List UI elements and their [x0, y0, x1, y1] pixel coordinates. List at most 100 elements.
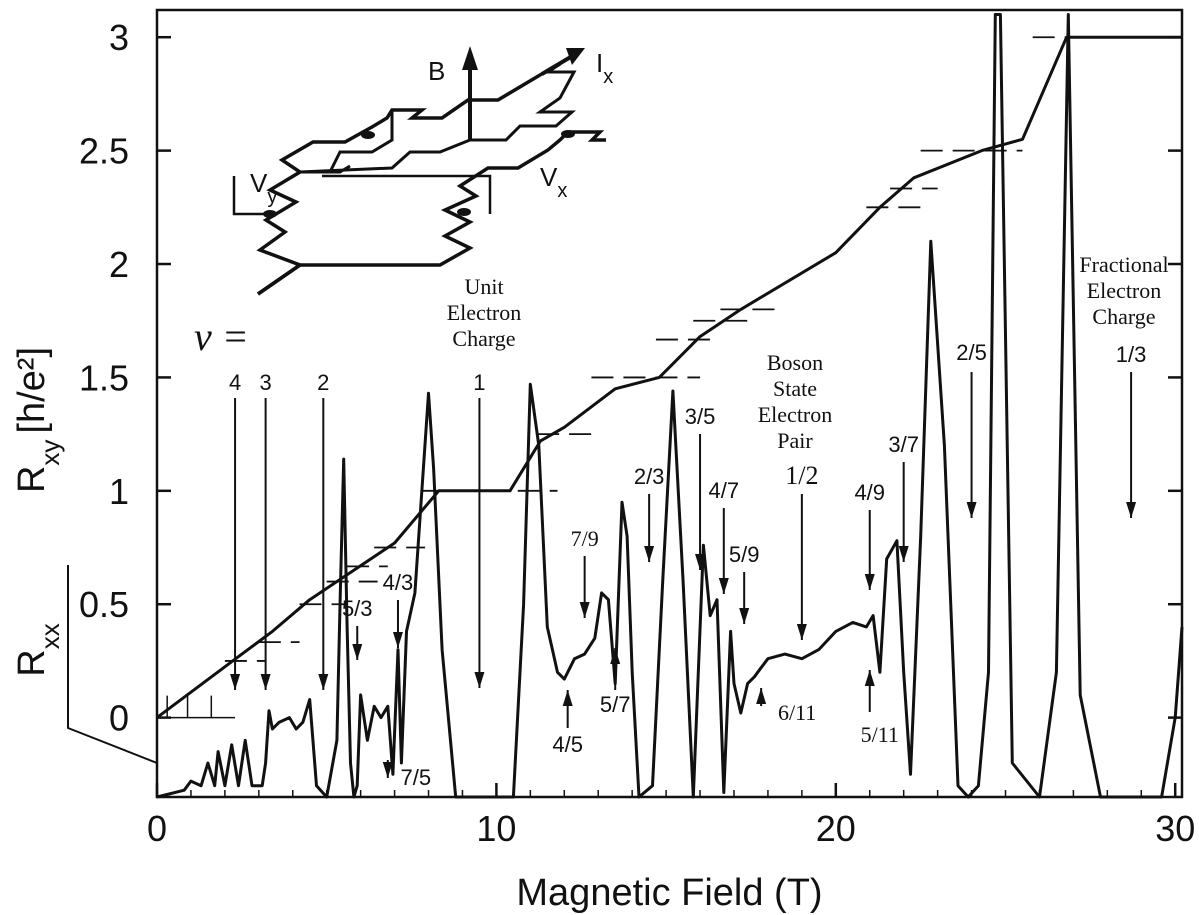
- y2-title-sub: xx: [35, 623, 65, 649]
- label-nu47: 4/7: [709, 478, 740, 503]
- label-nu1: 1: [473, 370, 485, 395]
- label-nu47-arrowhead: [718, 578, 729, 594]
- label-nu23: 2/3: [634, 464, 665, 489]
- series-rxx: [156, 13, 1184, 799]
- inset-label-Vy-sub: y: [267, 186, 277, 208]
- label-nu37-arrowhead: [898, 546, 909, 562]
- inset-B-arrowhead: [462, 46, 478, 70]
- label-nu53-arrowhead: [352, 644, 363, 660]
- label-nu13-arrowhead: [1126, 502, 1137, 518]
- y-axis-secondary-title: Rxx: [11, 623, 65, 676]
- inset-contact: [263, 210, 277, 218]
- label-nu4-arrowhead: [230, 674, 241, 690]
- label-nu43-arrowhead: [392, 632, 403, 648]
- label-nu13: 1/3: [1116, 342, 1147, 367]
- label-nu2-arrowhead: [318, 674, 329, 690]
- y-tick-label: 1: [109, 471, 129, 512]
- x-tick-label: 10: [476, 808, 516, 849]
- boson-state-label-line: State: [773, 376, 817, 401]
- inset-voltage-leads: [232, 174, 492, 216]
- label-nu75: 7/5: [400, 765, 431, 790]
- boson-state-label-line: Boson: [767, 350, 823, 375]
- label-nu35: 3/5: [685, 404, 716, 429]
- y-tick-label: 0.5: [79, 584, 129, 625]
- label-nu57-arrowhead: [610, 648, 621, 664]
- label-nu45-arrowhead: [562, 690, 573, 706]
- label-nu1-arrowhead: [474, 672, 485, 688]
- label-nu25-arrowhead: [966, 502, 977, 518]
- inset-label-Vx-sub: x: [557, 180, 567, 202]
- y-axis-title-sub: xy: [35, 440, 65, 466]
- inset-label-B: B: [428, 56, 445, 86]
- plateau-markers: [224, 36, 1135, 662]
- annotations: 4 3 2 1 2/3 3/5 4/7 5/9 1/2 4/93/7 2/5 1/3 5/3 4/3 7/9…: [194, 252, 1169, 790]
- fractional-charge-label-line: Fractional: [1079, 252, 1168, 277]
- inset-contact: [457, 208, 471, 216]
- label-nu25: 2/5: [956, 340, 987, 365]
- label-nu45: 4/5: [552, 732, 583, 757]
- plot-frame: [155, 8, 1184, 799]
- unit-electron-charge-line: Charge: [452, 326, 515, 351]
- label-nu49: 4/9: [854, 480, 885, 505]
- fractional-charge-label-line: Charge: [1092, 304, 1155, 329]
- label-nu79: 7/9: [571, 526, 599, 551]
- x-tick-label: 0: [147, 808, 167, 849]
- y-axis-title-units: [h/e²]: [11, 347, 53, 434]
- fractional-charge-label-line: Electron: [1087, 278, 1162, 303]
- inset-label-Vy: Vy: [250, 168, 277, 208]
- x-tick-label: 30: [1155, 808, 1195, 849]
- label-nu37: 3/7: [888, 432, 919, 457]
- inset-bar-outline-top: [256, 62, 561, 296]
- label-nu4: 4: [229, 370, 241, 395]
- label-nu23-arrowhead: [644, 546, 655, 562]
- series-rxy: [156, 35, 1182, 719]
- y-axis-title-R: R: [11, 466, 53, 493]
- y-tick-label: 1.5: [79, 357, 129, 398]
- x-tick-label: 20: [816, 808, 856, 849]
- label-nu43: 4/3: [383, 570, 414, 595]
- label-nu12-arrowhead: [796, 624, 807, 640]
- rxx-axis-bracket: [67, 565, 158, 764]
- y-tick-label: 3: [109, 17, 129, 58]
- label-nu35-arrowhead: [695, 554, 706, 570]
- label-nu2: 2: [317, 370, 329, 395]
- inset-contact: [561, 130, 575, 138]
- label-nu53: 5/3: [342, 596, 373, 621]
- inset-bar-inner: [299, 62, 577, 174]
- inset-label-Vy-main: V: [250, 168, 268, 198]
- label-nu75-arrowhead: [382, 762, 393, 778]
- unit-electron-charge-line: Unit: [464, 274, 503, 299]
- label-nu59: 5/9: [729, 542, 760, 567]
- label-nu611-arrowhead: [756, 688, 767, 704]
- inset-I-arrow: [540, 53, 576, 76]
- y-axis-title: Rxy [h/e²]: [11, 347, 65, 493]
- inset-I-arrowhead: [566, 48, 585, 65]
- boson-state-label-line: Pair: [777, 428, 813, 453]
- label-nu12: 1/2: [785, 461, 818, 490]
- boson-state-label-line: Electron: [758, 402, 833, 427]
- label-nu3-arrowhead: [260, 674, 271, 690]
- x-axis-title: Magnetic Field (T): [516, 872, 822, 914]
- y-tick-label: 2: [109, 244, 129, 285]
- label-nu3: 3: [259, 370, 271, 395]
- label-nu511-arrowhead: [864, 670, 875, 686]
- label-nu59-arrowhead: [739, 608, 750, 624]
- label-nu511: 5/11: [861, 722, 899, 747]
- label-nu79-arrowhead: [579, 602, 590, 618]
- inset-label-Ix-main: I: [596, 48, 603, 78]
- data-series: [156, 13, 1184, 799]
- y-tick-label: 2.5: [79, 131, 129, 172]
- inset-label-Vx-main: V: [540, 162, 558, 192]
- inset-label-Ix-sub: x: [603, 66, 613, 88]
- axes: 0 10 20 30 0 0.5 1 1.5 2 2.5 3 Magnetic Field (T) Rx…: [11, 8, 1195, 914]
- inset-bar-end: [257, 263, 301, 296]
- nu-equals-label: ν =: [194, 314, 249, 359]
- label-nu49-arrowhead: [864, 574, 875, 590]
- y-tick-label: 0: [109, 698, 129, 739]
- inset-label-Vx: Vx: [540, 162, 567, 202]
- inset-label-Ix: Ix: [596, 48, 613, 88]
- label-nu57: 5/7: [600, 692, 631, 717]
- label-nu611: 6/11: [778, 700, 816, 725]
